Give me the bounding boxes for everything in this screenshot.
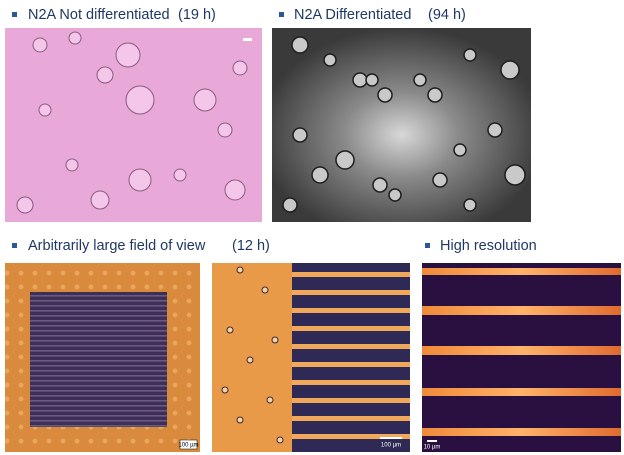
bullet <box>425 243 430 248</box>
bullet <box>12 12 17 17</box>
caption: High resolution <box>440 238 537 254</box>
caption: Arbitrarily large field of view <box>28 238 206 254</box>
bullet <box>279 12 284 17</box>
caption: N2A Differentiated <box>294 7 411 23</box>
image-grey-cells <box>272 28 531 222</box>
image-pink-cells <box>5 28 262 222</box>
caption-time: (12 h) <box>232 238 270 254</box>
image-stripes: 100 µm <box>212 263 410 452</box>
scale-bar-label: 100 µm <box>178 443 198 449</box>
caption-time: (94 h) <box>428 7 466 23</box>
image-high-res: 10 µm <box>422 263 621 452</box>
caption: N2A Not differentiated <box>28 7 170 23</box>
scale-bar-label: 10 µm <box>424 445 441 451</box>
image-large-field: 100 µm <box>5 263 200 452</box>
scale-bar-label: 100 µm <box>381 443 401 449</box>
caption-time: (19 h) <box>178 7 216 23</box>
bullet <box>12 243 17 248</box>
